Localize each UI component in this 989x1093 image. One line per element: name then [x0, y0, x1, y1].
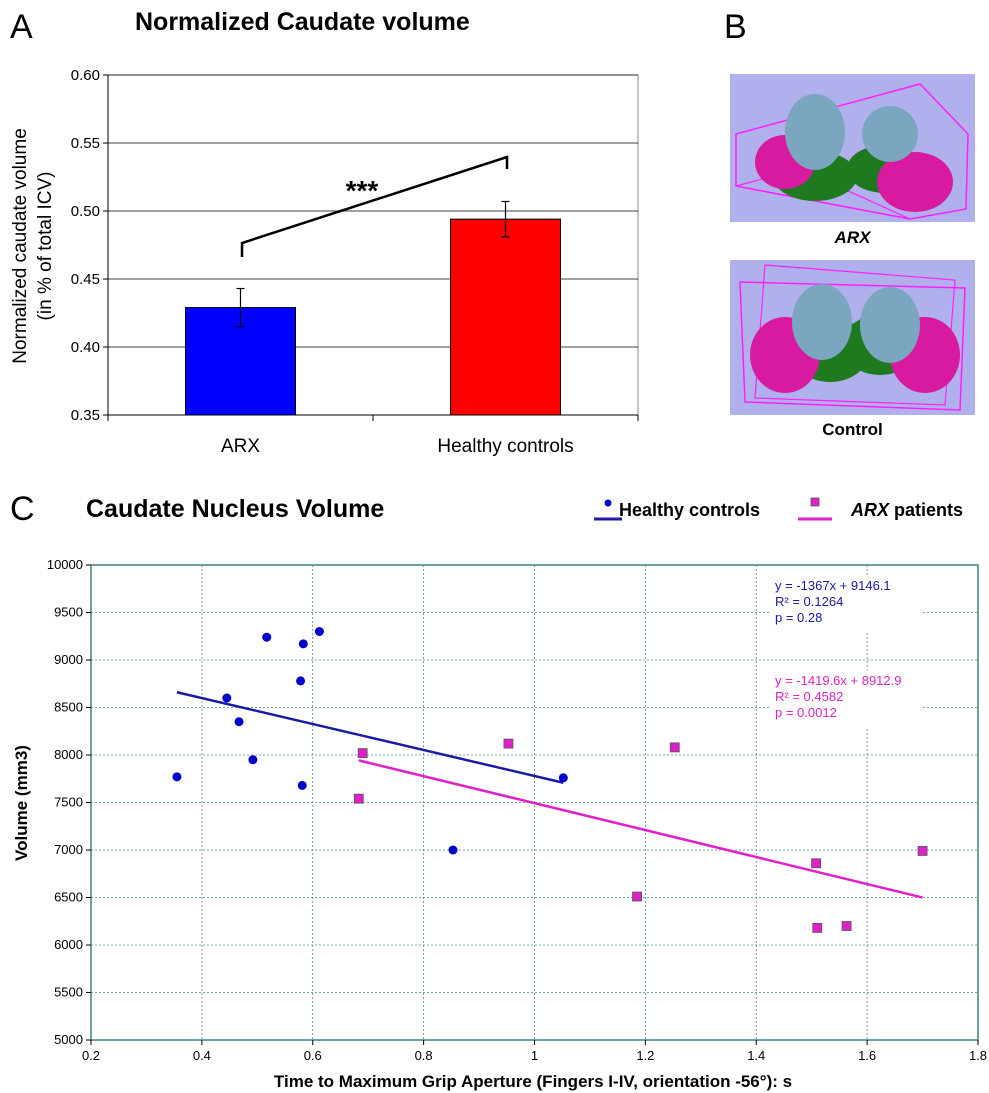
scatter-chart-title: Caudate Nucleus Volume: [86, 495, 385, 523]
scatter-ytick-label: 5000: [54, 1032, 83, 1047]
arx-stats-line: p = 0.0012: [775, 705, 837, 720]
arx-point: [503, 738, 514, 749]
healthy-point: [448, 845, 458, 855]
scatter-ytick-label: 9500: [54, 605, 83, 620]
scatter-xtick-label: 0.8: [415, 1048, 433, 1063]
panel-letter-a: A: [10, 8, 33, 46]
bar-ytick-label: 0.60: [71, 67, 100, 84]
healthy-point: [262, 632, 272, 642]
bar-category-label: Healthy controls: [437, 436, 573, 457]
healthy-point: [234, 717, 244, 727]
bar-healthy-controls: [450, 218, 561, 416]
scatter-ylabel: Volume (mm3): [12, 745, 31, 861]
arx-point: [841, 921, 852, 931]
panel-letter-c: C: [10, 490, 35, 528]
scatter-ytick-label: 6000: [54, 937, 83, 952]
scatter-xtick-label: 1.6: [858, 1048, 876, 1063]
arx-trendline: [358, 759, 923, 899]
brain-render-control: [730, 260, 975, 415]
stats-box-bg: [771, 575, 921, 633]
arx-stats-line: R² = 0.4582: [775, 689, 843, 704]
arx-point: [357, 748, 368, 758]
arx-point: [917, 846, 928, 856]
legend-arx-marker: [810, 497, 820, 507]
bar-ylabel-line1: Normalized caudate volume: [10, 128, 31, 364]
brain-label-control: Control: [822, 420, 883, 439]
legend-healthy-label: Healthy controls: [619, 500, 761, 520]
legend-healthy-marker: [604, 499, 612, 507]
healthy-point: [296, 676, 306, 686]
healthy-point: [248, 755, 258, 765]
arx-point: [812, 923, 823, 933]
scatter-ytick-label: 8500: [54, 700, 83, 715]
bar-category-label: ARX: [221, 436, 260, 457]
scatter-xtick-label: 0.2: [82, 1048, 100, 1063]
legend-arx-label: ARX patients: [851, 500, 963, 521]
arx-point: [353, 793, 364, 804]
scatter-xlabel: Time to Maximum Grip Aperture (Fingers I…: [274, 1072, 792, 1091]
bar-ytick-label: 0.45: [71, 271, 100, 288]
scatter-xtick-label: 1.2: [636, 1048, 654, 1063]
legend-arx-gene: ARX: [851, 500, 890, 520]
scatter-xtick-label: 0.4: [193, 1048, 211, 1063]
legend-arx-suffix: patients: [889, 500, 964, 520]
scatter-xtick-label: 1.4: [747, 1048, 765, 1063]
healthy-point: [222, 693, 232, 703]
arx-point: [632, 891, 642, 902]
brain-label-arx: ARX: [834, 228, 871, 247]
healthy-stats-line: p = 0.28: [775, 610, 822, 625]
healthy-point: [298, 639, 308, 649]
bar-chart: 0.35 0.40 0.45 0.50 0.55 0.60 ARX Healthy contr…: [10, 67, 639, 457]
healthy-point: [172, 772, 182, 782]
scatter-xtick-label: 0.6: [304, 1048, 322, 1063]
bar-ytick-label: 0.40: [71, 339, 100, 356]
healthy-point: [314, 627, 324, 636]
arx-point: [669, 742, 680, 753]
panel-letter-b: B: [724, 8, 747, 46]
scatter-legend: [594, 497, 832, 521]
healthy-stats-line: R² = 0.1264: [775, 594, 843, 609]
bar-ytick-label: 0.55: [71, 135, 100, 152]
healthy-stats-line: y = -1367x + 9146.1: [775, 578, 891, 593]
brain-render-arx: [730, 74, 975, 222]
significance-stars: ***: [346, 175, 379, 206]
bar-ylabel-line2: (in % of total ICV): [35, 172, 56, 321]
scatter-ytick-label: 10000: [47, 557, 83, 572]
bar-chart-title: Normalized Caudate volume: [135, 8, 470, 36]
bar-ytick-label: 0.35: [71, 407, 100, 424]
scatter-ytick-label: 5500: [54, 985, 83, 1000]
healthy-point: [297, 780, 307, 790]
scatter-ytick-label: 7000: [54, 842, 83, 857]
bar-ytick-label: 0.50: [71, 203, 100, 220]
significance-bracket: [240, 155, 509, 257]
healthy-trendline: [176, 691, 564, 784]
scatter-xtick-label: 1: [531, 1048, 538, 1063]
arx-stats-line: y = -1419.6x + 8912.9: [775, 673, 901, 688]
scatter-xtick-label: 1.8: [969, 1048, 987, 1063]
scatter-ytick-label: 8000: [54, 747, 83, 762]
scatter-ytick-label: 9000: [54, 652, 83, 667]
stats-box-bg: [771, 670, 921, 728]
scatter-ytick-label: 7500: [54, 795, 83, 810]
healthy-point: [558, 773, 568, 783]
arx-point: [811, 858, 822, 869]
scatter-ytick-label: 6500: [54, 890, 83, 905]
